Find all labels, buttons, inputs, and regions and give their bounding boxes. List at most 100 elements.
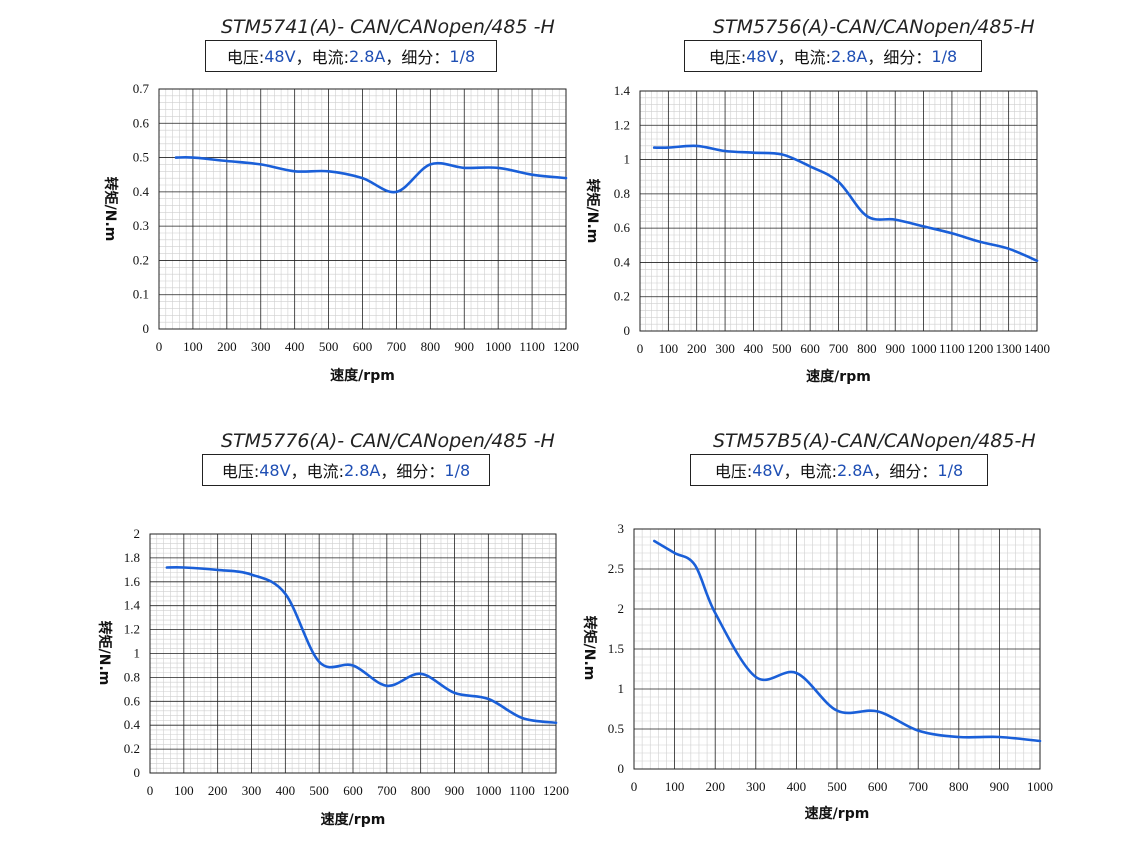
y-tick-label: 3 (618, 521, 625, 536)
x-axis-label: 速度/rpm (330, 367, 395, 384)
x-tick-label: 300 (251, 339, 271, 354)
current-value: 2.8A (830, 46, 868, 66)
y-tick-label: 0.3 (133, 218, 149, 233)
x-tick-label: 100 (665, 779, 685, 794)
x-axis-label: 速度/rpm (321, 811, 386, 828)
y-tick-label: 0 (143, 321, 150, 336)
x-tick-label: 500 (772, 341, 792, 356)
current-value: 2.8A (343, 460, 381, 480)
y-tick-label: 1.4 (614, 83, 631, 98)
x-axis-label: 速度/rpm (805, 805, 870, 822)
voltage-value: 48V (752, 460, 784, 480)
separator: ， (783, 462, 800, 481)
x-tick-label: 300 (746, 779, 766, 794)
x-tick-label: 1000 (485, 339, 511, 354)
current-label: 电流: (311, 48, 349, 67)
x-tick-label: 700 (829, 341, 849, 356)
y-tick-label: 1.6 (124, 574, 141, 589)
y-tick-label: 1.8 (124, 550, 140, 565)
x-tick-label: 1000 (1027, 779, 1053, 794)
param-box: 电压: 48V，电流: 2.8A，细分： 1/8 (205, 40, 497, 72)
x-tick-label: 100 (659, 341, 679, 356)
microstep-label: 细分： (401, 48, 450, 67)
x-axis-label: 速度/rpm (806, 368, 871, 385)
voltage-label: 电压: (221, 462, 260, 481)
x-tick-label: 900 (990, 779, 1010, 794)
separator: ， (385, 48, 402, 67)
x-tick-label: 500 (309, 783, 329, 798)
y-tick-label: 2 (134, 526, 141, 541)
y-tick-label: 0 (134, 765, 141, 780)
y-axis-label: 转矩/N.m (584, 179, 601, 244)
plot-frame (633, 528, 1041, 770)
y-tick-label: 0.2 (614, 289, 630, 304)
y-tick-label: 0.4 (124, 717, 141, 732)
plot-frame (149, 533, 557, 774)
voltage-label: 电压: (708, 48, 747, 67)
y-tick-label: 1.2 (124, 622, 140, 637)
separator: ， (777, 48, 794, 67)
y-tick-label: 0 (618, 761, 625, 776)
plot-frame (639, 90, 1038, 332)
x-tick-label: 400 (285, 339, 305, 354)
x-tick-label: 600 (343, 783, 363, 798)
microstep-label: 细分： (889, 462, 938, 481)
x-tick-label: 300 (242, 783, 262, 798)
x-tick-label: 800 (411, 783, 431, 798)
torque-curve (174, 156, 568, 194)
param-box: 电压: 48V，电流: 2.8A，细分： 1/8 (690, 454, 988, 486)
microstep-value: 1/8 (937, 460, 964, 480)
y-tick-label: 1 (624, 152, 631, 167)
chart-title: STM57B5(A)-CAN/CANopen/485-H (713, 430, 1036, 452)
x-tick-label: 0 (147, 783, 154, 798)
x-tick-label: 0 (631, 779, 638, 794)
x-tick-label: 800 (949, 779, 969, 794)
x-tick-label: 1200 (967, 341, 993, 356)
x-tick-label: 1300 (996, 341, 1022, 356)
chart-2: 0 100 200 300 400 500 600 700 800 900 1000 1100 1200… (584, 83, 1050, 385)
microstep-value: 1/8 (444, 460, 471, 480)
current-label: 电流: (799, 462, 837, 481)
x-tick-label: 600 (353, 339, 373, 354)
y-tick-label: 0.1 (133, 287, 149, 302)
y-tick-label: 0.6 (124, 693, 141, 708)
torque-curve (653, 539, 1042, 743)
x-tick-label: 1100 (519, 339, 545, 354)
separator: ， (290, 462, 307, 481)
chart-title: STM5756(A)-CAN/CANopen/485-H (713, 16, 1035, 38)
x-tick-label: 200 (208, 783, 228, 798)
voltage-value: 48V (264, 46, 296, 66)
y-tick-label: 2 (618, 601, 625, 616)
x-tick-label: 900 (455, 339, 475, 354)
y-tick-label: 0.6 (614, 220, 631, 235)
x-tick-label: 600 (800, 341, 820, 356)
microstep-label: 细分： (396, 462, 445, 481)
y-tick-label: 2.5 (608, 561, 624, 576)
x-tick-label: 200 (687, 341, 707, 356)
y-tick-label: 0.7 (133, 81, 150, 96)
x-tick-label: 800 (421, 339, 441, 354)
current-label: 电流: (793, 48, 831, 67)
current-label: 电流: (306, 462, 344, 481)
y-tick-label: 1.2 (614, 117, 630, 132)
plot-frame (158, 88, 567, 330)
x-tick-label: 500 (319, 339, 339, 354)
y-tick-label: 0.4 (133, 184, 150, 199)
torque-curve (165, 566, 558, 725)
param-box: 电压: 48V，电流: 2.8A，细分： 1/8 (202, 454, 490, 486)
x-tick-label: 900 (445, 783, 465, 798)
voltage-label: 电压: (226, 48, 265, 67)
voltage-value: 48V (746, 46, 778, 66)
y-tick-label: 1.4 (124, 598, 141, 613)
separator: ， (380, 462, 397, 481)
y-tick-label: 0.4 (614, 254, 631, 269)
x-tick-label: 400 (744, 341, 764, 356)
microstep-label: 细分： (883, 48, 932, 67)
separator: ， (295, 48, 312, 67)
x-tick-label: 1100 (509, 783, 535, 798)
y-tick-label: 1.5 (608, 641, 624, 656)
x-tick-label: 800 (857, 341, 877, 356)
x-tick-label: 0 (637, 341, 644, 356)
separator: ， (867, 48, 884, 67)
microstep-value: 1/8 (449, 46, 476, 66)
